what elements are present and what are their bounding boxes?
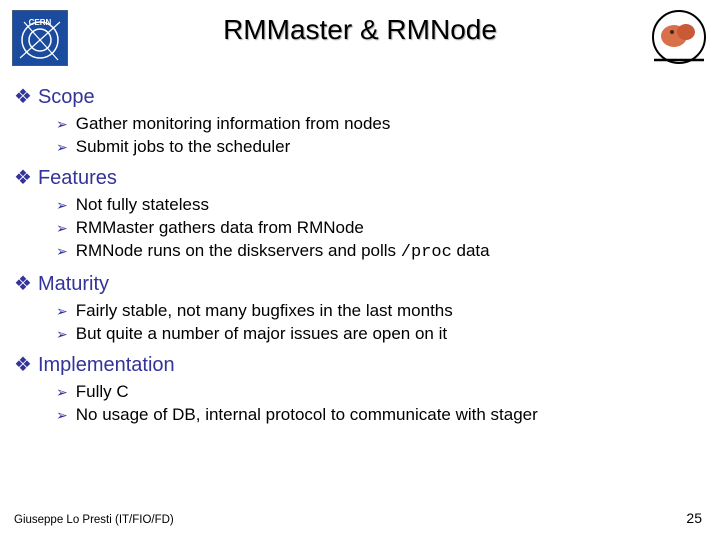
footer-author: Giuseppe Lo Presti (IT/FIO/FD) xyxy=(14,514,174,526)
content-area: ❖ Scope ➢ Gather monitoring information fr… xyxy=(14,78,706,428)
list-item: ➢ But quite a number of major issues are … xyxy=(56,323,706,346)
item-text: RMNode runs on the diskservers and polls… xyxy=(76,241,490,260)
item-text: Fairly stable, not many bugfixes in the … xyxy=(76,301,453,320)
list-item: ➢ RMNode runs on the diskservers and poll… xyxy=(56,240,706,265)
list-item: ➢ RMMaster gathers data from RMNode xyxy=(56,217,706,240)
section-label: Scope xyxy=(38,86,95,108)
section-items-scope: ➢ Gather monitoring information from node… xyxy=(56,113,706,159)
item-text: Submit jobs to the scheduler xyxy=(76,137,291,156)
arrow-bullet-icon: ➢ xyxy=(56,220,68,236)
list-item: ➢ Gather monitoring information from node… xyxy=(56,113,706,136)
diamond-bullet-icon: ❖ xyxy=(14,167,32,189)
page-number: 25 xyxy=(686,510,702,526)
arrow-bullet-icon: ➢ xyxy=(56,407,68,423)
project-logo xyxy=(650,8,708,66)
section-label: Implementation xyxy=(38,354,175,376)
section-items-features: ➢ Not fully stateless ➢ RMMaster gathers d… xyxy=(56,194,706,265)
list-item: ➢ Fairly stable, not many bugfixes in the… xyxy=(56,300,706,323)
slide: CERN RMMaster & RMNode ❖ Scope ➢ Gather mo… xyxy=(0,0,720,540)
section-head-maturity: ❖ Maturity xyxy=(14,271,706,296)
arrow-bullet-icon: ➢ xyxy=(56,326,68,342)
list-item: ➢ Not fully stateless xyxy=(56,194,706,217)
section-items-implementation: ➢ Fully C ➢ No usage of DB, internal proto… xyxy=(56,381,706,427)
list-item: ➢ Fully C xyxy=(56,381,706,404)
section-head-scope: ❖ Scope xyxy=(14,84,706,109)
section-head-implementation: ❖ Implementation xyxy=(14,352,706,377)
list-item: ➢ No usage of DB, internal protocol to co… xyxy=(56,404,706,427)
diamond-bullet-icon: ❖ xyxy=(14,86,32,108)
item-text: Not fully stateless xyxy=(76,195,209,214)
item-text: Fully C xyxy=(76,382,129,401)
arrow-bullet-icon: ➢ xyxy=(56,116,68,132)
section-label: Features xyxy=(38,167,117,189)
list-item: ➢ Submit jobs to the scheduler xyxy=(56,136,706,159)
arrow-bullet-icon: ➢ xyxy=(56,303,68,319)
section-items-maturity: ➢ Fairly stable, not many bugfixes in the… xyxy=(56,300,706,346)
item-text: But quite a number of major issues are o… xyxy=(76,324,447,343)
item-text: RMMaster gathers data from RMNode xyxy=(76,218,364,237)
diamond-bullet-icon: ❖ xyxy=(14,273,32,295)
cern-logo: CERN xyxy=(12,10,68,66)
arrow-bullet-icon: ➢ xyxy=(56,197,68,213)
diamond-bullet-icon: ❖ xyxy=(14,354,32,376)
slide-title: RMMaster & RMNode xyxy=(0,0,720,46)
item-text: Gather monitoring information from nodes xyxy=(76,114,391,133)
item-text: No usage of DB, internal protocol to com… xyxy=(76,405,538,424)
section-label: Maturity xyxy=(38,273,109,295)
section-head-features: ❖ Features xyxy=(14,165,706,190)
arrow-bullet-icon: ➢ xyxy=(56,139,68,155)
arrow-bullet-icon: ➢ xyxy=(56,243,68,259)
svg-text:CERN: CERN xyxy=(29,18,52,27)
arrow-bullet-icon: ➢ xyxy=(56,384,68,400)
